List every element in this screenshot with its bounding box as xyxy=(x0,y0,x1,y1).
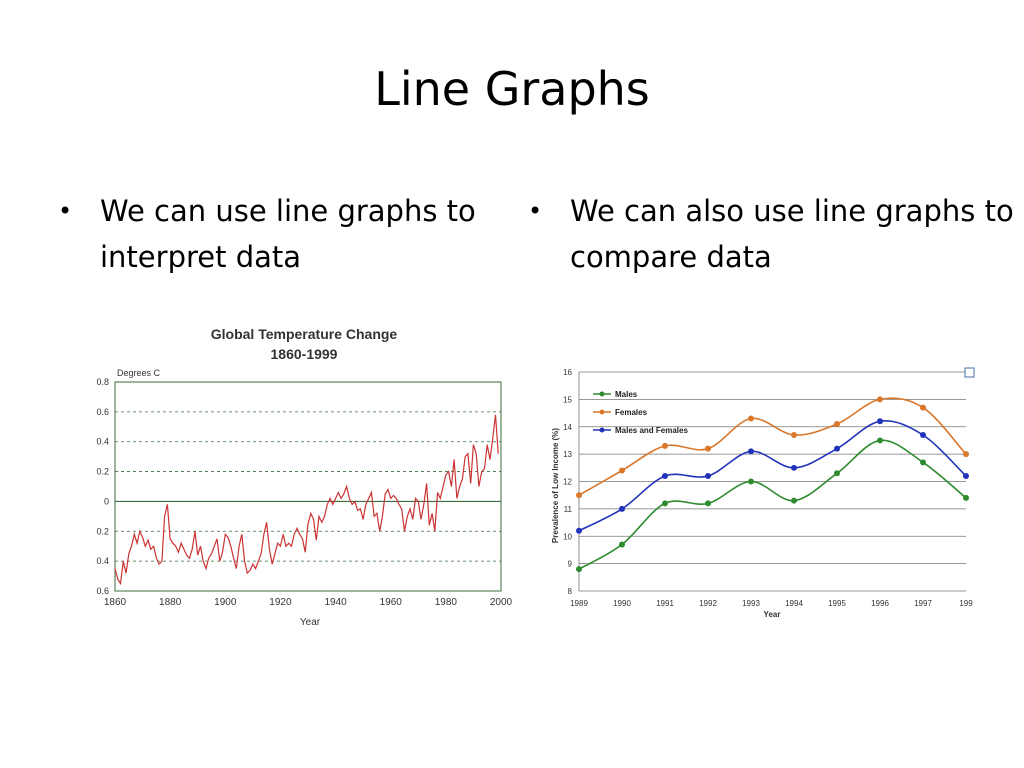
males-point xyxy=(963,494,969,501)
males-point xyxy=(705,500,711,507)
females-point xyxy=(834,421,840,428)
males-point xyxy=(662,500,668,507)
males-point xyxy=(576,566,582,573)
y-axis-label: Prevalence of Low Income (%) xyxy=(551,428,560,543)
x-tick-label: 199 xyxy=(959,599,973,608)
males-and-females-point xyxy=(576,527,582,534)
legend-label: Females xyxy=(615,408,648,417)
legend-swatch-marker xyxy=(599,427,605,433)
x-axis-label: Year xyxy=(764,610,781,619)
x-tick-label: 1940 xyxy=(324,597,347,608)
females-point xyxy=(619,467,625,474)
x-tick-label: 1900 xyxy=(214,597,237,608)
males-point xyxy=(834,470,840,477)
x-tick-label: 1920 xyxy=(269,597,292,608)
males-point xyxy=(920,459,926,466)
y-tick-label: 0.6 xyxy=(96,407,109,417)
females-series-line xyxy=(578,397,967,496)
y-tick-label: 11 xyxy=(564,505,573,514)
x-tick-label: 1990 xyxy=(613,599,631,608)
x-tick-label: 1992 xyxy=(699,599,717,608)
y-tick-label: 14 xyxy=(563,423,572,432)
chart-handle xyxy=(964,367,975,378)
y-tick-label: 8 xyxy=(568,587,573,596)
x-tick-label: 1993 xyxy=(742,599,760,608)
males-and-females-point xyxy=(748,448,754,455)
males-and-females-point xyxy=(662,473,668,480)
females-point xyxy=(705,445,711,452)
x-tick-label: 1997 xyxy=(914,599,932,608)
bullet-item-interpret: • We can use line graphs to interpret da… xyxy=(54,188,540,280)
bullet-glyph: • xyxy=(528,197,543,225)
slide-title: Line Graphs xyxy=(374,62,650,116)
bullet-glyph: • xyxy=(58,197,73,225)
y-tick-label: 0.2 xyxy=(96,467,109,477)
y-tick-label: 12 xyxy=(563,478,572,487)
bullet-text: We can use line graphs to interpret data xyxy=(100,194,476,274)
legend-label: Males and Females xyxy=(615,426,688,435)
y-tick-label: 0.2 xyxy=(96,526,109,536)
y-tick-label: 0.4 xyxy=(96,437,109,447)
y-tick-label: 16 xyxy=(563,368,572,377)
y-tick-label: 13 xyxy=(563,450,572,459)
females-point xyxy=(748,415,754,422)
low-income-chart: 8 9 10 11 12 13 14 15 16 1989 1990 1991 1992 1993 1994… xyxy=(551,367,975,619)
x-tick-label: 1880 xyxy=(159,597,182,608)
males-and-females-point xyxy=(791,464,797,471)
chart-title: Global Temperature Change xyxy=(211,326,398,342)
x-tick-label: 1994 xyxy=(785,599,803,608)
males-and-females-point xyxy=(963,473,969,480)
x-tick-label: 1960 xyxy=(380,597,403,608)
females-point xyxy=(576,492,582,499)
males-and-females-point xyxy=(877,418,883,425)
males-and-females-point xyxy=(705,473,711,480)
y-axis-label: Degrees C xyxy=(117,368,161,378)
y-tick-label: 9 xyxy=(568,560,573,569)
males-series-line xyxy=(578,439,967,570)
males-point xyxy=(877,437,883,444)
x-tick-label: 1995 xyxy=(828,599,846,608)
legend-swatch-marker xyxy=(599,391,605,397)
y-tick-label: 0.4 xyxy=(96,556,109,566)
x-tick-label: 1989 xyxy=(570,599,588,608)
y-tick-label: 0.8 xyxy=(96,377,109,387)
legend-swatch-marker xyxy=(599,409,605,415)
bullet-item-compare: • We can also use line graphs to compare… xyxy=(524,188,1024,280)
x-tick-label: 1996 xyxy=(871,599,889,608)
bullet-text: We can also use line graphs to compare d… xyxy=(570,194,1014,274)
y-tick-label: 10 xyxy=(563,532,572,541)
x-axis-label: Year xyxy=(300,617,321,628)
y-tick-label: 15 xyxy=(563,395,572,404)
females-point xyxy=(963,451,969,458)
males-and-females-point xyxy=(920,431,926,438)
males-and-females-series-line xyxy=(578,420,967,532)
y-tick-label: 0.6 xyxy=(96,586,109,596)
males-and-females-point xyxy=(834,445,840,452)
males-point xyxy=(619,541,625,548)
plot-area xyxy=(114,381,502,592)
x-tick-label: 1991 xyxy=(656,599,674,608)
females-point xyxy=(877,396,883,403)
chart-subtitle: 1860-1999 xyxy=(271,346,338,362)
temperature-chart: Global Temperature Change 1860-1999 Degree… xyxy=(96,326,513,628)
females-point xyxy=(662,442,668,449)
x-tick-label: 2000 xyxy=(490,597,513,608)
x-tick-label: 1860 xyxy=(104,597,127,608)
temperature-series-line xyxy=(114,414,499,586)
legend-label: Males xyxy=(615,390,638,399)
x-tick-label: 1980 xyxy=(435,597,458,608)
males-point xyxy=(791,497,797,504)
females-point xyxy=(791,431,797,438)
females-point xyxy=(920,404,926,411)
males-point xyxy=(748,478,754,485)
y-tick-label: 0 xyxy=(104,496,109,506)
males-and-females-point xyxy=(619,505,625,512)
